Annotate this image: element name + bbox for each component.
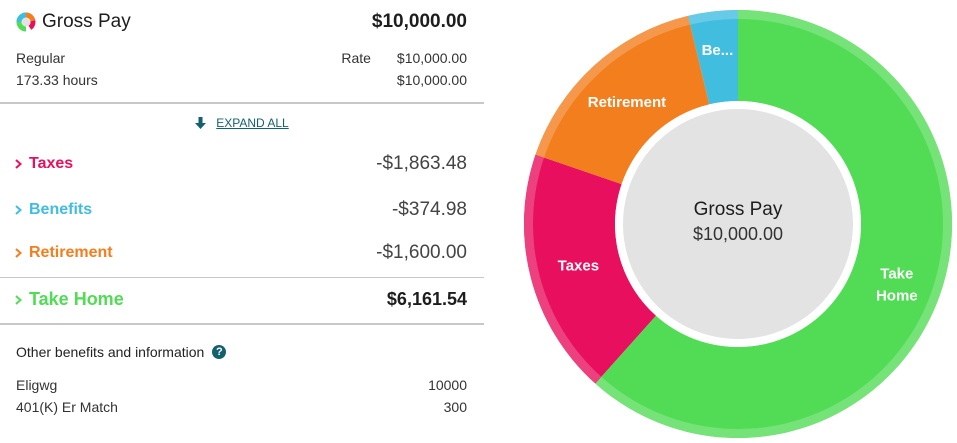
- chevron-right-icon: [15, 294, 23, 305]
- help-icon[interactable]: ?: [212, 345, 227, 359]
- category-benefits[interactable]: Benefits -$374.98: [14, 199, 467, 221]
- expand-all-link[interactable]: EXPAND ALL: [216, 116, 289, 130]
- other-item-value: 300: [443, 399, 467, 415]
- other-item-row: Eligwg 10000: [16, 377, 467, 393]
- divider: [0, 102, 484, 104]
- chart-center-value: $10,000.00: [693, 224, 783, 244]
- hours-row: 173.33 hours $10,000.00: [16, 72, 467, 88]
- donut-segment-take-home[interactable]: [595, 10, 953, 439]
- page-title: Gross Pay: [42, 11, 131, 32]
- earning-type: Regular: [16, 50, 66, 66]
- divider: [0, 323, 484, 325]
- chart-center-title: Gross Pay: [694, 199, 783, 220]
- donut-segment-retirement[interactable]: [535, 15, 710, 185]
- donut-segment-label: Taxes: [558, 258, 599, 275]
- other-item-label: 401(K) Er Match: [16, 399, 118, 415]
- category-retirement[interactable]: Retirement -$1,600.00: [14, 242, 467, 264]
- rate-value: $10,000.00: [396, 50, 467, 66]
- category-label: Retirement: [29, 244, 113, 261]
- donut-center: [623, 109, 853, 339]
- donut-segment-rim: [688, 10, 738, 25]
- category-label: Benefits: [29, 201, 93, 218]
- category-amount: -$374.98: [391, 199, 467, 220]
- earnings-row: Regular Rate $10,000.00: [16, 50, 467, 66]
- pay-breakdown-panel: Gross Pay $10,000.00 Regular Rate $10,00…: [0, 8, 484, 415]
- rate-label: Rate: [341, 50, 371, 66]
- donut-segment-benefits[interactable]: [688, 10, 738, 105]
- gross-pay-donut-chart: Gross Pay $10,000.00 Take Home Taxes Retire…: [524, 10, 953, 439]
- chevron-right-icon: [15, 248, 23, 258]
- gross-pay-amount: $10,000.00: [371, 11, 467, 32]
- other-item-label: Eligwg: [16, 377, 58, 393]
- gross-pay-header: Gross Pay $10,000.00: [16, 8, 467, 36]
- hours-label: 173.33 hours: [16, 72, 98, 88]
- donut-segment-rim: [524, 154, 602, 384]
- chevron-right-icon: [15, 159, 23, 169]
- other-item-value: 10000: [428, 377, 467, 393]
- category-amount: -$1,600.00: [376, 242, 467, 263]
- category-taxes[interactable]: Taxes -$1,863.48: [14, 153, 467, 175]
- category-amount: -$1,863.48: [376, 153, 467, 174]
- hours-amount: $10,000.00: [396, 72, 467, 88]
- expand-all-control[interactable]: EXPAND ALL: [0, 116, 484, 130]
- other-item-row: 401(K) Er Match 300: [16, 399, 467, 415]
- donut-segment-label: Take Home: [876, 266, 918, 305]
- donut-segment-label: Be...: [702, 42, 734, 59]
- donut-logo-icon: [16, 12, 36, 32]
- take-home-amount: $6,161.54: [386, 289, 467, 309]
- other-benefits-heading: Other benefits and information ?: [16, 344, 227, 360]
- divider: [0, 277, 484, 278]
- donut-segment-label: Retirement: [588, 94, 666, 111]
- category-take-home[interactable]: Take Home $6,161.54: [14, 289, 467, 310]
- arrow-down-icon: [195, 117, 207, 129]
- category-label: Take Home: [29, 289, 124, 309]
- category-label: Taxes: [29, 155, 74, 172]
- chevron-right-icon: [15, 205, 23, 215]
